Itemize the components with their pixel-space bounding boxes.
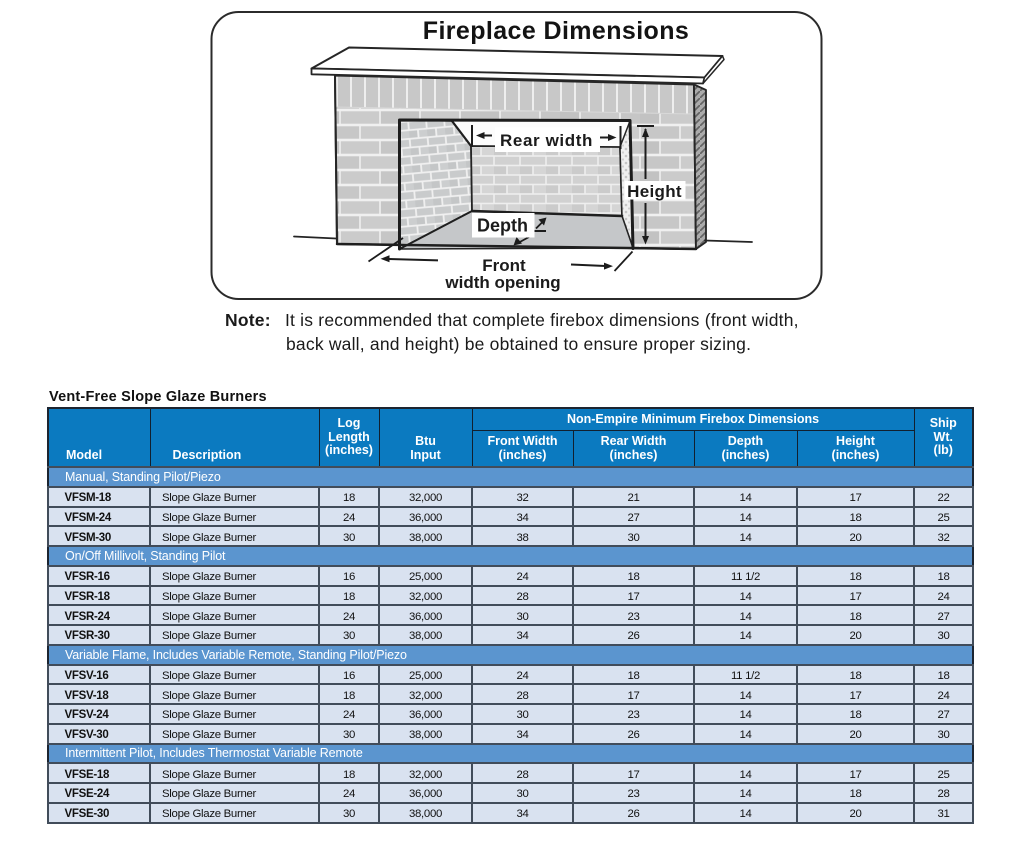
svg-text:width opening: width opening (444, 273, 560, 292)
svg-text:Depth: Depth (477, 216, 528, 236)
svg-text:Height: Height (627, 182, 682, 201)
svg-text:Fireplace Dimensions: Fireplace Dimensions (423, 17, 689, 45)
svg-text:Rear width: Rear width (500, 131, 593, 150)
svg-text:Front: Front (482, 256, 526, 275)
